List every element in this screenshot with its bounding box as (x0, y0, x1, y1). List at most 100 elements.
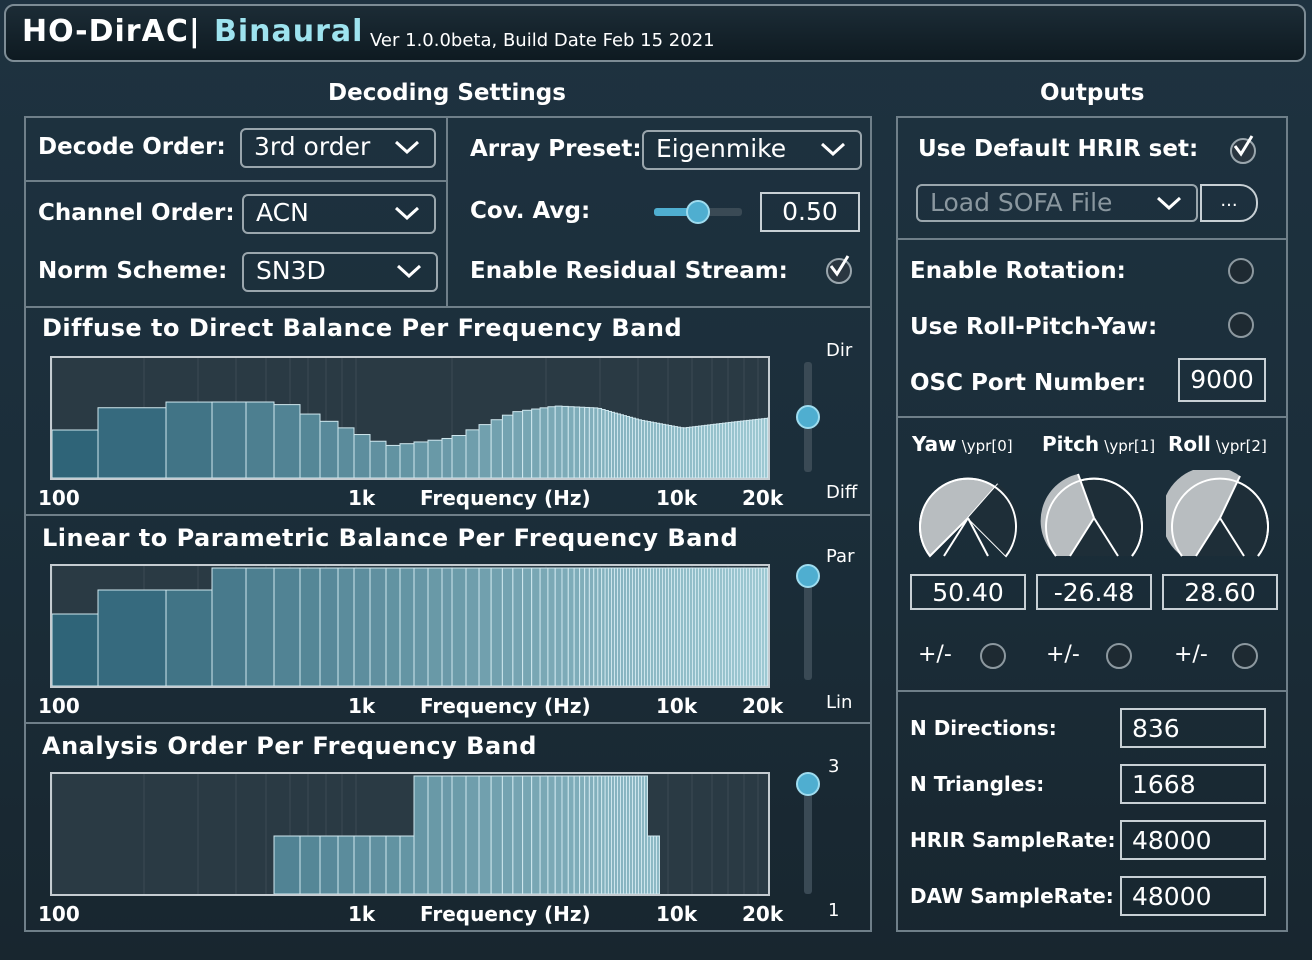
axis-tick-1k: 1k (348, 486, 376, 510)
pitch-value[interactable]: -26.48 (1036, 574, 1152, 610)
roll-dial[interactable] (1166, 470, 1274, 566)
band-bar (539, 567, 549, 687)
axis-tick-20k: 20k (742, 902, 784, 926)
title-bar (4, 4, 1306, 62)
pitch-flip-toggle[interactable] (1106, 643, 1132, 669)
cov-avg-slider-thumb[interactable] (686, 200, 710, 224)
yaw-dial[interactable] (914, 470, 1022, 566)
band-bars (51, 774, 759, 895)
axis-tick-10k: 10k (656, 694, 698, 718)
band-bar (427, 567, 443, 687)
axis-tick-100: 100 (38, 902, 80, 926)
residual-stream-checkbox[interactable] (826, 255, 852, 284)
roll-flip-label: +/- (1174, 642, 1208, 667)
balance-slider-track[interactable] (796, 564, 820, 680)
band-bar (273, 404, 301, 479)
app-title: HO-DirAC| (22, 14, 201, 49)
band-bar (273, 835, 301, 895)
channel-order-dropdown[interactable]: ACN (242, 194, 436, 234)
hrir-samplerate-value: 48000 (1120, 820, 1266, 860)
axis-tick-100: 100 (38, 694, 80, 718)
band-bar (597, 567, 603, 687)
band-bar (593, 775, 599, 895)
hrir-samplerate-label: HRIR SampleRate: (910, 828, 1116, 852)
array-preset-dropdown[interactable]: Eigenmike (642, 130, 862, 170)
band-bar (399, 835, 415, 895)
enable-rotation-label: Enable Rotation: (910, 258, 1126, 284)
roll-flip-toggle[interactable] (1232, 643, 1258, 669)
axis-label: Frequency (Hz) (420, 694, 591, 718)
yaw-flip-label: +/- (918, 642, 952, 667)
linear-parametric-graph[interactable] (50, 564, 770, 688)
array-preset-label: Array Preset: (470, 136, 642, 162)
cov-avg-value[interactable]: 0.50 (760, 192, 860, 232)
diffuse-direct-graph[interactable] (50, 356, 770, 480)
slider-top-label: Dir (826, 340, 853, 361)
divider (896, 238, 1288, 240)
band-bar (561, 775, 569, 895)
band-bar (465, 567, 480, 687)
band-bar (579, 775, 586, 895)
band-bar (451, 434, 467, 479)
enable-rotation-toggle[interactable] (1228, 258, 1254, 284)
roll-pitch-yaw-label: Use Roll-Pitch-Yaw: (910, 314, 1158, 340)
default-hrir-label: Use Default HRIR set: (918, 136, 1199, 162)
n-triangles-value: 1668 (1120, 764, 1266, 804)
chevron-down-icon (1156, 196, 1182, 210)
order-slider-track[interactable] (796, 772, 820, 894)
pitch-dial[interactable] (1040, 470, 1148, 566)
band-bar (441, 775, 453, 895)
roll-value[interactable]: 28.60 (1162, 574, 1278, 610)
cov-avg-slider-fill (654, 208, 698, 216)
osc-port-input[interactable]: 9000 (1178, 358, 1266, 402)
band-bar (547, 567, 556, 687)
yaw-label: Yaw (912, 432, 957, 456)
band-bar (385, 835, 401, 895)
norm-scheme-dropdown[interactable]: SN3D (242, 252, 438, 292)
browse-sofa-button[interactable]: ... (1200, 184, 1258, 222)
band-bar (531, 567, 541, 687)
divider (24, 514, 872, 516)
yaw-flip-toggle[interactable] (980, 643, 1006, 669)
band-bar (522, 567, 533, 687)
version-text: Ver 1.0.0beta, Build Date Feb 15 2021 (370, 30, 715, 51)
band-bar (573, 775, 581, 895)
band-bar (597, 407, 603, 479)
band-bar (337, 567, 355, 687)
outputs-title: Outputs (1040, 80, 1145, 106)
sofa-file-dropdown[interactable]: Load SOFA File (916, 184, 1198, 222)
band-bar (478, 775, 492, 895)
divider (896, 416, 1288, 418)
divider (24, 180, 448, 182)
osc-port-label: OSC Port Number: (910, 370, 1147, 396)
band-bar (601, 775, 606, 895)
decoding-settings-title: Decoding Settings (328, 80, 566, 106)
band-bar (413, 775, 429, 895)
band-bar (478, 567, 492, 687)
axis-label: Frequency (Hz) (420, 486, 591, 510)
balance-slider-thumb[interactable] (796, 405, 820, 429)
band-bar (299, 567, 321, 687)
band-bar (319, 567, 339, 687)
band-bar (353, 434, 371, 479)
decode-order-dropdown[interactable]: 3rd order (240, 128, 436, 168)
cov-avg-slider-track[interactable] (654, 200, 742, 224)
band-bar (490, 775, 503, 895)
band-bar (299, 413, 321, 479)
axis-tick-20k: 20k (742, 694, 784, 718)
band-bar (522, 409, 533, 479)
balance-slider-track[interactable] (796, 362, 820, 472)
balance-slider-thumb[interactable] (796, 564, 820, 588)
roll-pitch-yaw-toggle[interactable] (1228, 312, 1254, 338)
band-bar (561, 567, 569, 687)
default-hrir-checkbox[interactable] (1230, 135, 1256, 164)
band-bar (353, 835, 371, 895)
order-slider-thumb[interactable] (796, 772, 820, 796)
yaw-value[interactable]: 50.40 (910, 574, 1026, 610)
band-bar (539, 775, 549, 895)
band-bar (369, 440, 387, 479)
band-bar (766, 567, 769, 687)
band-bar (554, 775, 563, 895)
slider-top-label: 3 (828, 756, 840, 777)
analysis-order-graph[interactable] (50, 772, 770, 896)
